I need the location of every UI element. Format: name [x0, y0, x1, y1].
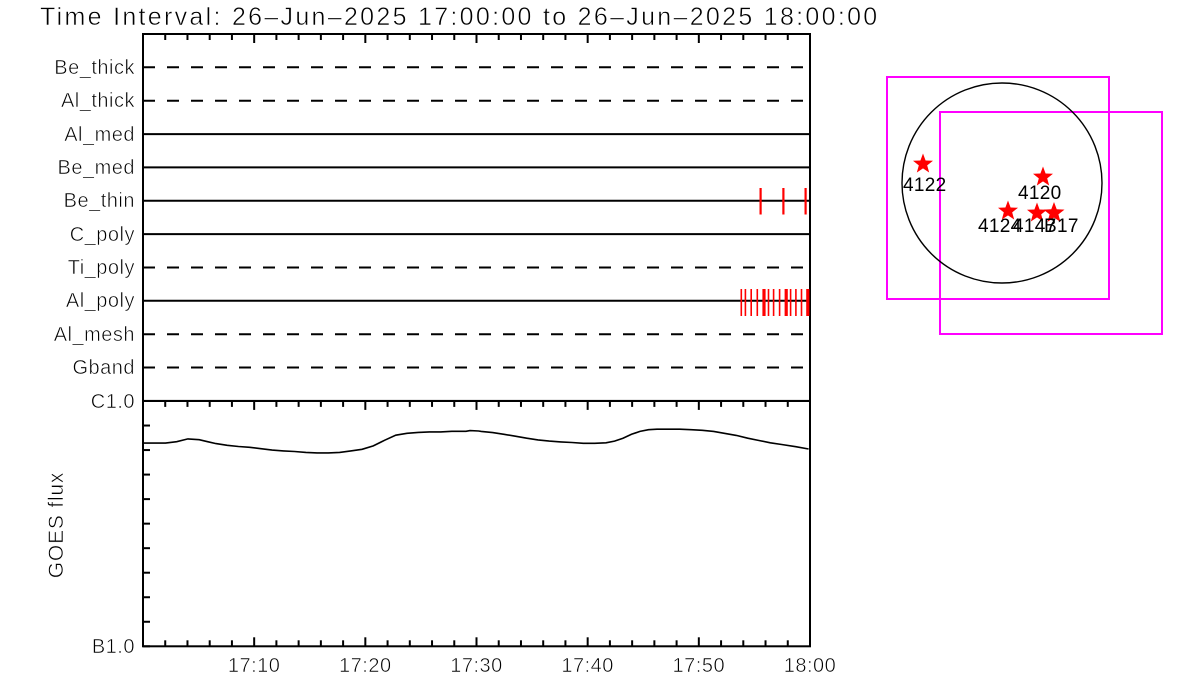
svg-text:B17: B17 — [1044, 216, 1079, 237]
svg-text:18:00: 18:00 — [784, 655, 837, 677]
svg-text:17:30: 17:30 — [450, 655, 503, 677]
svg-text:Al_poly: Al_poly — [66, 290, 135, 312]
svg-text:Gband: Gband — [72, 357, 135, 379]
svg-text:Be_thin: Be_thin — [64, 190, 135, 212]
svg-text:17:40: 17:40 — [561, 655, 614, 677]
svg-text:17:50: 17:50 — [673, 655, 726, 677]
svg-text:C1.0: C1.0 — [91, 391, 135, 413]
svg-text:Time Interval: 26–Jun–2025 17:: Time Interval: 26–Jun–2025 17:00:00 to 2… — [40, 3, 879, 31]
svg-text:17:10: 17:10 — [228, 655, 281, 677]
svg-text:4120: 4120 — [1018, 183, 1061, 204]
svg-text:Be_med: Be_med — [58, 157, 136, 179]
svg-text:B1.0: B1.0 — [92, 636, 135, 658]
svg-text:Al_mesh: Al_mesh — [54, 324, 135, 346]
svg-text:Ti_poly: Ti_poly — [68, 257, 135, 279]
svg-text:Al_thick: Al_thick — [61, 90, 136, 112]
svg-text:C_poly: C_poly — [70, 224, 135, 246]
svg-text:GOES flux: GOES flux — [45, 472, 68, 578]
svg-text:4122: 4122 — [903, 175, 946, 196]
svg-text:Al_med: Al_med — [64, 124, 135, 146]
svg-text:17:20: 17:20 — [339, 655, 392, 677]
svg-text:Be_thick: Be_thick — [54, 57, 135, 79]
